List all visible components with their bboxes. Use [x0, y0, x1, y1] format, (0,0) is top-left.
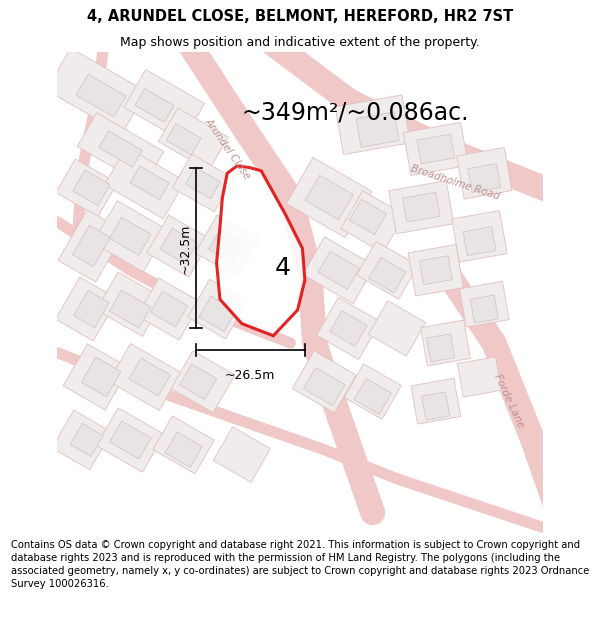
Polygon shape [153, 416, 214, 474]
Polygon shape [286, 158, 372, 238]
Polygon shape [77, 112, 164, 185]
Polygon shape [457, 148, 512, 199]
Polygon shape [185, 168, 220, 199]
Polygon shape [158, 108, 228, 171]
Polygon shape [166, 124, 201, 155]
Polygon shape [56, 159, 118, 217]
Polygon shape [354, 379, 391, 414]
Polygon shape [460, 281, 509, 327]
Text: Broadholme Road: Broadholme Road [409, 164, 501, 202]
Polygon shape [99, 131, 142, 167]
Polygon shape [46, 48, 146, 134]
Polygon shape [109, 217, 151, 255]
Polygon shape [147, 215, 211, 277]
Polygon shape [317, 298, 380, 359]
Polygon shape [408, 244, 463, 296]
Polygon shape [302, 237, 375, 304]
Polygon shape [93, 201, 167, 272]
Polygon shape [81, 357, 121, 397]
Polygon shape [468, 164, 501, 192]
Polygon shape [356, 241, 418, 299]
Polygon shape [421, 320, 470, 366]
Polygon shape [70, 423, 103, 457]
Polygon shape [199, 296, 236, 332]
Polygon shape [151, 291, 188, 327]
Polygon shape [160, 228, 197, 264]
Polygon shape [304, 368, 345, 406]
Polygon shape [73, 170, 110, 206]
Polygon shape [318, 251, 359, 289]
Polygon shape [427, 334, 455, 362]
Polygon shape [109, 421, 151, 459]
Polygon shape [58, 210, 125, 282]
Polygon shape [165, 432, 202, 468]
Text: Contains OS data © Crown copyright and database right 2021. This information is : Contains OS data © Crown copyright and d… [11, 539, 589, 589]
Polygon shape [470, 295, 499, 323]
Polygon shape [124, 69, 205, 141]
Polygon shape [411, 378, 461, 424]
Polygon shape [172, 154, 234, 212]
Text: 4: 4 [275, 256, 291, 280]
Polygon shape [403, 122, 468, 176]
Polygon shape [74, 291, 109, 328]
Polygon shape [96, 408, 164, 472]
Polygon shape [457, 357, 502, 397]
Polygon shape [422, 392, 450, 420]
Polygon shape [171, 351, 235, 413]
Polygon shape [217, 166, 305, 336]
Polygon shape [135, 89, 174, 122]
Polygon shape [179, 364, 217, 399]
Polygon shape [56, 277, 118, 341]
Polygon shape [463, 227, 496, 256]
Polygon shape [419, 256, 452, 285]
Polygon shape [76, 74, 126, 117]
Text: Arundel Close: Arundel Close [203, 117, 252, 181]
Polygon shape [356, 112, 399, 148]
Polygon shape [389, 181, 454, 234]
Polygon shape [109, 344, 181, 411]
Text: 4, ARUNDEL CLOSE, BELMONT, HEREFORD, HR2 7ST: 4, ARUNDEL CLOSE, BELMONT, HEREFORD, HR2… [87, 9, 513, 24]
Polygon shape [109, 290, 151, 328]
Polygon shape [104, 147, 185, 219]
Polygon shape [52, 410, 112, 470]
Polygon shape [130, 166, 169, 200]
Text: ~32.5m: ~32.5m [179, 223, 191, 274]
Text: ~26.5m: ~26.5m [225, 369, 275, 382]
Polygon shape [73, 225, 110, 267]
Polygon shape [368, 301, 425, 356]
Text: ~349m²/~0.086ac.: ~349m²/~0.086ac. [242, 101, 469, 124]
Polygon shape [137, 278, 201, 340]
Polygon shape [330, 311, 367, 346]
Polygon shape [213, 427, 271, 483]
Polygon shape [452, 211, 507, 262]
Polygon shape [96, 272, 164, 336]
Polygon shape [341, 191, 404, 253]
Polygon shape [292, 351, 356, 413]
Polygon shape [188, 279, 247, 339]
Polygon shape [196, 215, 259, 277]
Polygon shape [349, 199, 386, 234]
Polygon shape [63, 344, 130, 410]
Polygon shape [305, 175, 353, 220]
Text: Forde Lane: Forde Lane [492, 372, 526, 429]
Polygon shape [403, 192, 440, 222]
Polygon shape [417, 134, 455, 164]
Polygon shape [335, 95, 410, 154]
Polygon shape [344, 364, 401, 419]
Text: Map shows position and indicative extent of the property.: Map shows position and indicative extent… [120, 36, 480, 49]
Polygon shape [129, 358, 170, 396]
Polygon shape [368, 258, 406, 293]
Polygon shape [209, 228, 246, 264]
